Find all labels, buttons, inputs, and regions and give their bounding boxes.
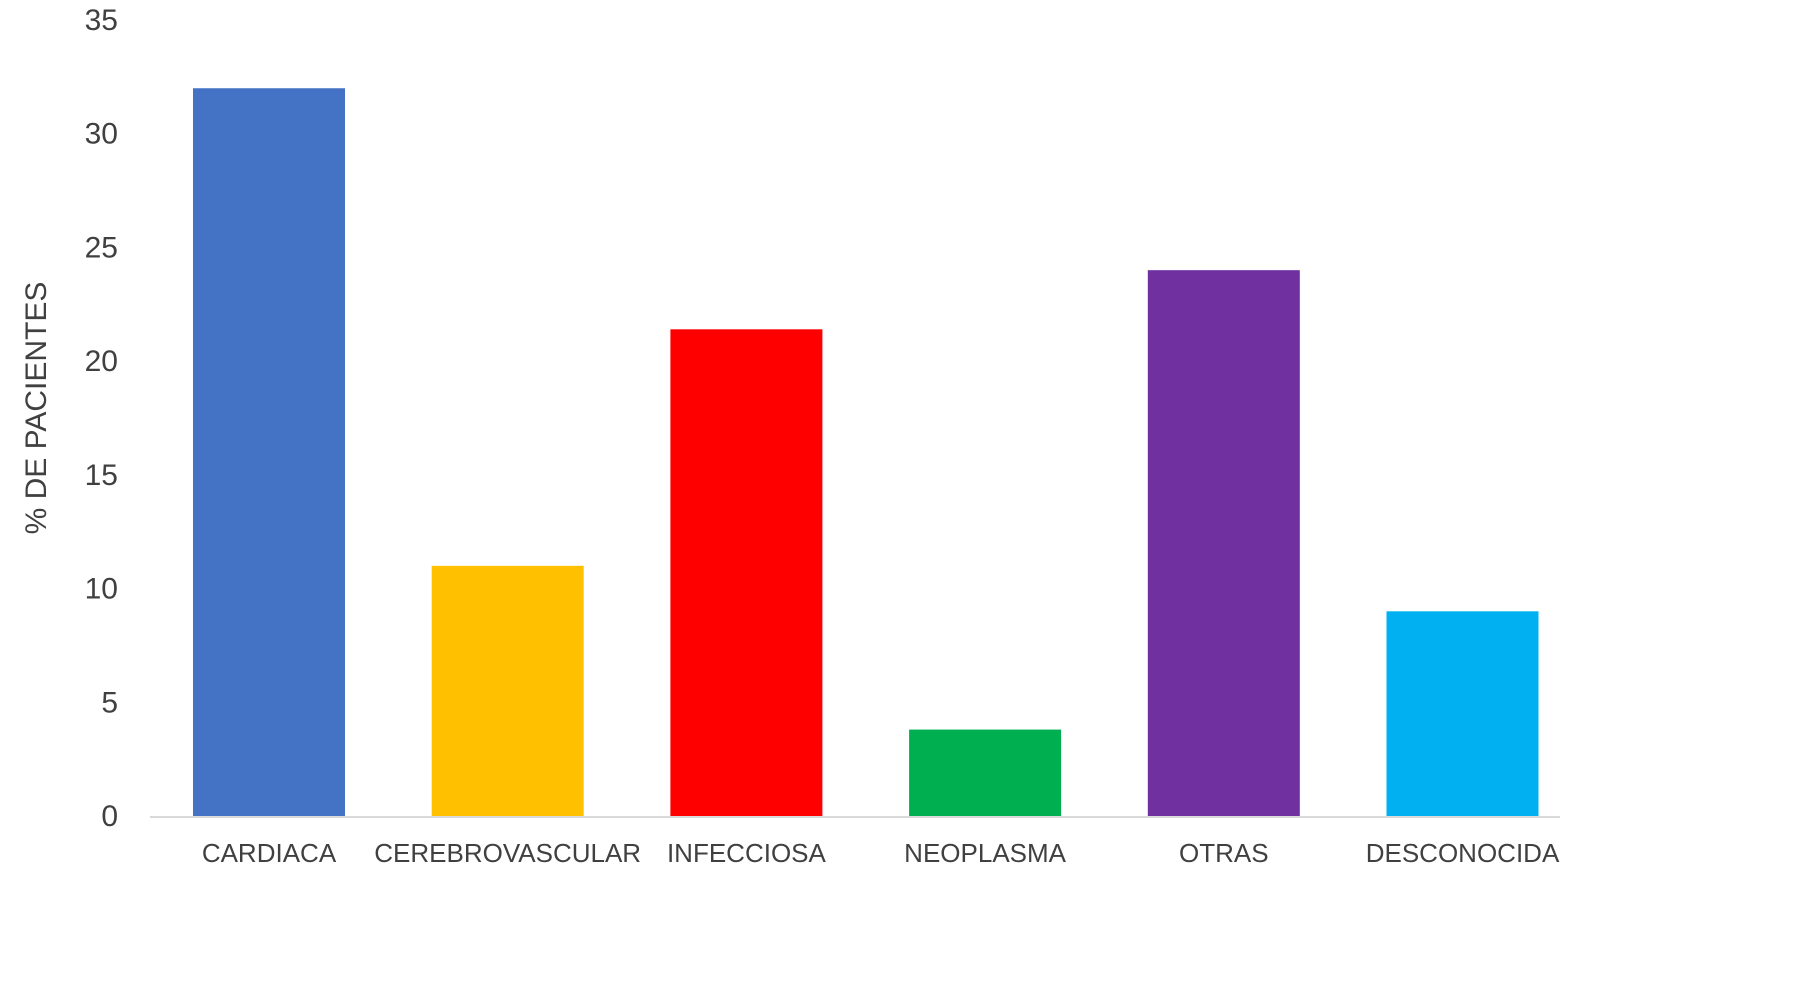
bar-neoplasma [909,729,1062,816]
x-tick-label: CARDIACA [202,838,337,868]
bar-desconocida [1386,611,1539,816]
y-tick-label: 35 [85,4,118,37]
y-tick-label: 25 [85,231,118,264]
x-tick-label: CEREBROVASCULAR [374,838,641,868]
bar-infecciosa [670,329,823,816]
bar-cardiaca [193,88,345,816]
y-tick-label: 20 [85,345,118,378]
y-tick-label: 10 [85,573,118,606]
y-axis-title: % DE PACIENTES [20,282,53,535]
x-tick-label: INFECCIOSA [667,838,827,868]
bars-group [193,88,1539,817]
y-tick-label: 15 [85,459,118,492]
y-tick-label: 30 [85,118,118,151]
x-tick-label: DESCONOCIDA [1366,838,1560,868]
y-tick-label: 5 [101,686,118,719]
x-tick-label: OTRAS [1179,838,1269,868]
y-tick-label: 0 [101,800,118,833]
x-axis-labels: CARDIACA CEREBROVASCULAR INFECCIOSA NEOPLAS… [202,838,1560,868]
bar-cerebrovascular [431,565,584,816]
bar-otras [1147,270,1300,817]
y-axis-ticks: 0 5 10 15 20 25 30 35 [85,4,118,833]
x-tick-label: NEOPLASMA [904,838,1066,868]
